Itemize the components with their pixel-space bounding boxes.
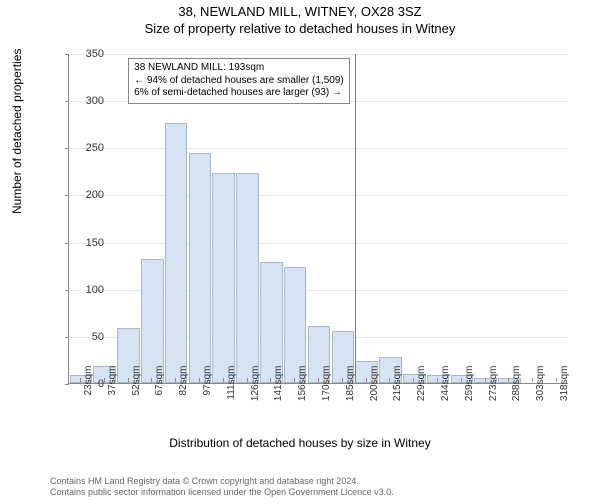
xtick-mark [223,378,224,382]
xtick-label: 67sqm [154,366,165,411]
annotation-line: ← 94% of detached houses are smaller (1,… [134,75,344,88]
ytick-label: 250 [74,142,104,154]
xtick-label: 303sqm [535,366,546,411]
histogram-bar [165,123,188,383]
xtick-mark [532,378,533,382]
annotation-line: 6% of semi-detached houses are larger (9… [134,87,344,100]
xtick-mark [342,378,343,382]
address-line: 38, NEWLAND MILL, WITNEY, OX28 3SZ [0,4,600,19]
footer-attribution: Contains HM Land Registry data © Crown c… [50,476,394,498]
ytick-mark [65,195,69,196]
ytick-mark [65,148,69,149]
xtick-mark [270,378,271,382]
xtick-label: 244sqm [440,366,451,411]
gridline [69,148,568,149]
xtick-label: 185sqm [345,366,356,411]
ytick-mark [65,337,69,338]
xtick-label: 318sqm [559,366,570,411]
gridline [69,195,568,196]
xtick-label: 200sqm [369,366,380,411]
xtick-label: 126sqm [250,366,261,411]
xtick-label: 273sqm [488,366,499,411]
y-axis-label: Number of detached properties [10,49,24,214]
xtick-label: 170sqm [321,366,332,411]
xtick-mark [366,378,367,382]
xtick-mark [80,378,81,382]
ytick-mark [65,101,69,102]
xtick-label: 52sqm [131,366,142,411]
xtick-label: 229sqm [416,366,427,411]
xtick-label: 288sqm [511,366,522,411]
xtick-mark [104,378,105,382]
xtick-label: 82sqm [178,366,189,411]
xtick-mark [413,378,414,382]
xtick-mark [247,378,248,382]
xtick-label: 141sqm [273,366,284,411]
xtick-mark [461,378,462,382]
annotation-box: 38 NEWLAND MILL: 193sqm← 94% of detached… [128,58,350,104]
chart-area: 38 NEWLAND MILL: 193sqm← 94% of detached… [40,48,580,428]
xtick-label: 259sqm [464,366,475,411]
xtick-mark [318,378,319,382]
ytick-mark [65,290,69,291]
ytick-mark [65,384,69,385]
xtick-label: 111sqm [226,366,237,411]
xtick-label: 37sqm [107,366,118,411]
title-block: 38, NEWLAND MILL, WITNEY, OX28 3SZ Size … [0,4,600,36]
xtick-mark [556,378,557,382]
ytick-label: 200 [74,189,104,201]
x-axis-label: Distribution of detached houses by size … [0,436,600,450]
xtick-mark [485,378,486,382]
ytick-label: 150 [74,237,104,249]
xtick-label: 156sqm [297,366,308,411]
footer-line-2: Contains public sector information licen… [50,487,394,498]
xtick-mark [437,378,438,382]
xtick-label: 23sqm [83,366,94,411]
ytick-mark [65,243,69,244]
property-marker-line [355,54,356,383]
histogram-bar [212,173,235,383]
histogram-bar [141,259,164,383]
ytick-label: 100 [74,284,104,296]
ytick-label: 300 [74,95,104,107]
histogram-bar [189,153,212,383]
annotation-line: 38 NEWLAND MILL: 193sqm [134,62,344,75]
xtick-label: 97sqm [202,366,213,411]
gridline [69,54,568,55]
xtick-label: 215sqm [392,366,403,411]
ytick-mark [65,54,69,55]
xtick-mark [151,378,152,382]
ytick-label: 50 [74,331,104,343]
subtitle-line: Size of property relative to detached ho… [0,21,600,36]
footer-line-1: Contains HM Land Registry data © Crown c… [50,476,394,487]
histogram-bar [236,173,259,383]
xtick-mark [389,378,390,382]
xtick-mark [199,378,200,382]
xtick-mark [294,378,295,382]
gridline [69,243,568,244]
xtick-mark [508,378,509,382]
ytick-label: 350 [74,48,104,60]
xtick-mark [175,378,176,382]
plot-region: 38 NEWLAND MILL: 193sqm← 94% of detached… [68,54,568,384]
xtick-mark [128,378,129,382]
